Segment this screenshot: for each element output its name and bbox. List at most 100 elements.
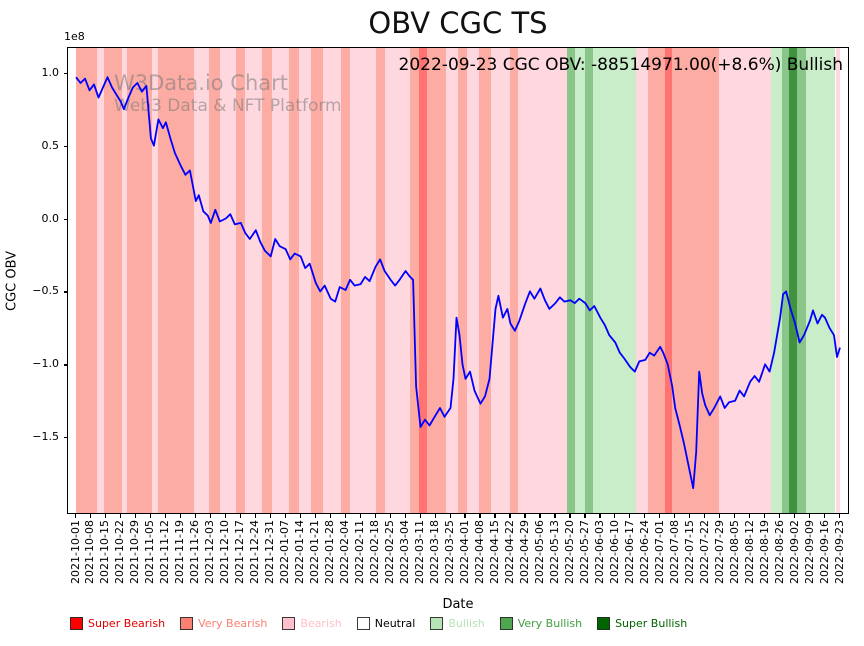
- sentiment-band-bearish: [299, 48, 312, 513]
- sentiment-band-very_bullish: [781, 48, 790, 513]
- x-tick-label: 2022-03-25: [443, 520, 456, 584]
- x-tick-mark: [509, 514, 511, 518]
- x-tick-mark: [104, 514, 107, 518]
- legend-item-bullish: Bullish: [430, 617, 485, 630]
- sentiment-band-bearish: [245, 48, 262, 513]
- x-tick-mark: [809, 514, 811, 518]
- x-tick-label: 2022-03-11: [413, 520, 427, 584]
- x-tick-label: 2022-06-24: [637, 520, 651, 584]
- y-tick-label: 0.0: [41, 211, 60, 225]
- x-tick-label: 2022-09-02: [787, 520, 801, 584]
- legend-item-super-bearish: Super Bearish: [70, 617, 165, 630]
- x-tick-label: 2022-05-27: [577, 520, 591, 584]
- sentiment-band-super_bearish: [419, 48, 427, 513]
- x-tick-label: 2021-10-22: [113, 520, 127, 584]
- x-tick-label: 2022-08-26: [772, 520, 786, 584]
- sentiment-band-very_bearish: [261, 48, 273, 513]
- sentiment-band-bearish: [466, 48, 479, 513]
- x-tick-mark: [599, 514, 601, 518]
- x-tick-mark: [719, 514, 721, 518]
- x-tick-label: 2021-12-03: [203, 520, 217, 584]
- sentiment-band-bearish: [384, 48, 411, 513]
- obv-line-chart: [75, 76, 841, 490]
- y-tick-label: −1.0: [32, 357, 59, 371]
- legend-item-very-bearish: Very Bearish: [180, 617, 267, 630]
- x-tick-label: 2021-10-29: [128, 520, 142, 584]
- x-tick-label: 2022-03-18: [428, 520, 442, 584]
- y-tick-mark: [64, 364, 68, 366]
- legend-item-bearish: Bearish: [282, 617, 342, 630]
- sentiment-band-super_bearish: [664, 48, 673, 513]
- sentiment-band-very_bearish: [236, 48, 246, 513]
- obv-line-series: [75, 76, 841, 490]
- x-tick-mark: [704, 514, 706, 518]
- legend-swatch: [70, 617, 83, 630]
- x-tick-label: 2022-03-04: [398, 520, 412, 584]
- sentiment-band-very_bearish: [341, 48, 351, 513]
- sentiment-band-very_bullish: [585, 48, 593, 513]
- legend-label: Bearish: [300, 617, 342, 630]
- sentiment-band-very_bearish: [410, 48, 420, 513]
- x-tick-label: 2021-11-19: [173, 520, 187, 584]
- legend-swatch: [282, 617, 296, 630]
- y-tick-mark: [64, 291, 68, 293]
- x-tick-label: 2022-07-08: [667, 520, 681, 584]
- x-tick-mark: [764, 514, 766, 518]
- y-axis-title-wrap: CGC OBV: [2, 47, 22, 514]
- x-tick-mark: [554, 514, 556, 518]
- x-tick-mark: [149, 514, 152, 518]
- watermark-line2: Web3 Data & NFT Platform: [114, 96, 342, 117]
- x-tick-mark: [689, 514, 691, 518]
- x-tick-mark: [404, 514, 406, 518]
- x-tick-mark: [674, 514, 676, 518]
- sentiment-band-very_bearish: [510, 48, 518, 513]
- x-tick-label: 2021-12-31: [263, 520, 277, 584]
- sentiment-band-very_bearish: [126, 48, 153, 513]
- plot-area: W3Data.io Chart Web3 Data & NFT Platform…: [32, 47, 849, 514]
- legend-swatch: [597, 617, 611, 630]
- sentiment-band-bearish: [152, 48, 159, 513]
- x-tick-label: 2022-08-19: [757, 520, 771, 584]
- sentiment-band-bearish: [517, 48, 568, 513]
- x-tick-mark: [839, 514, 841, 518]
- x-tick-label: 2021-10-01: [68, 520, 82, 584]
- x-tick-label: 2022-01-21: [308, 520, 322, 584]
- x-tick-label: 2022-06-10: [607, 520, 621, 584]
- sentiment-band-bearish: [446, 48, 458, 513]
- legend-swatch: [180, 617, 194, 630]
- x-tick-mark: [434, 514, 436, 518]
- y-tick-mark: [64, 218, 68, 220]
- y-tick-label: −0.5: [32, 284, 59, 298]
- sentiment-band-bearish: [122, 48, 127, 513]
- y-tick-label: 0.5: [41, 138, 60, 152]
- sentiment-band-bearish: [323, 48, 342, 513]
- x-tick-label: 2021-12-17: [233, 520, 247, 584]
- x-tick-mark: [314, 514, 316, 518]
- x-tick-mark: [389, 514, 391, 518]
- x-tick-mark: [299, 514, 301, 518]
- sentiment-band-very_bearish: [104, 48, 123, 513]
- x-tick-label: 2022-04-01: [457, 520, 471, 584]
- x-tick-label: 2022-04-29: [517, 520, 531, 584]
- y-tick-mark: [64, 145, 68, 147]
- x-tick-mark: [494, 514, 496, 518]
- x-tick-label: 2022-01-28: [323, 520, 337, 584]
- x-tick-mark: [75, 514, 77, 518]
- sentiment-band-bearish: [718, 48, 772, 513]
- x-tick-mark: [794, 514, 796, 518]
- x-tick-label: 2022-09-16: [817, 520, 831, 584]
- sentiment-band-very_bearish: [426, 48, 446, 513]
- legend-label: Super Bullish: [615, 617, 688, 630]
- x-tick-mark: [824, 514, 826, 518]
- x-tick-mark: [464, 514, 466, 518]
- x-tick-label: 2021-12-24: [248, 520, 262, 584]
- legend-label: Very Bullish: [517, 617, 583, 630]
- x-tick-label: 2022-06-17: [622, 520, 636, 584]
- x-tick-mark: [254, 514, 256, 518]
- x-tick-mark: [284, 514, 286, 518]
- y-tick-mark: [64, 72, 68, 74]
- sentiment-band-very_bearish: [311, 48, 324, 513]
- x-tick-label: 2022-09-09: [802, 520, 816, 584]
- sentiment-legend: Super Bearish Very Bearish Bearish Neutral B…: [70, 617, 687, 630]
- x-tick-label: 2021-11-05: [143, 520, 157, 584]
